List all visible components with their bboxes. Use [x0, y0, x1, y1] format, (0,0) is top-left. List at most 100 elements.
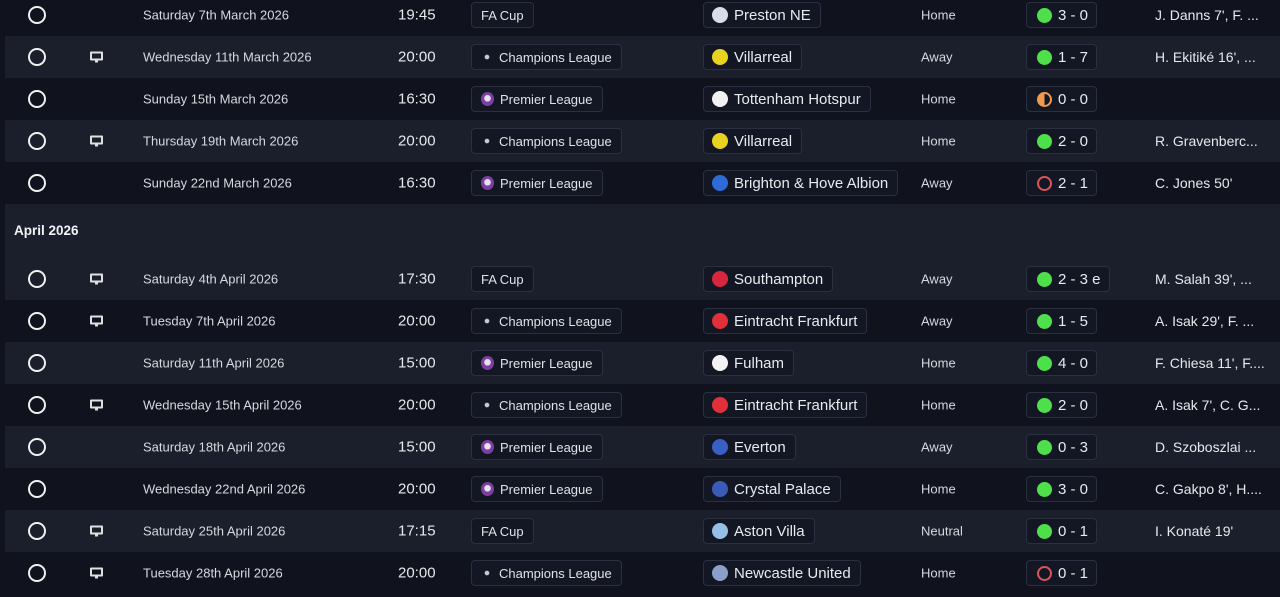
competition-badge[interactable]: Premier League	[471, 350, 603, 376]
kickoff-time: 20:00	[398, 132, 436, 150]
premier-league-icon	[481, 482, 494, 496]
venue: Home	[921, 133, 956, 149]
status-circle-toggle[interactable]	[28, 48, 46, 66]
win-indicator-icon	[1037, 313, 1052, 329]
fixture-row[interactable]: Thursday 19th March 2026 20:00 Champions…	[5, 120, 1280, 162]
venue: Home	[921, 397, 956, 413]
result-button[interactable]: 3 - 0	[1026, 476, 1098, 502]
result-button[interactable]: 2 - 1	[1026, 170, 1098, 196]
result-button[interactable]: 0 - 1	[1026, 560, 1098, 586]
fixture-row[interactable]: Sunday 15th March 2026 16:30 Premier Lea…	[0, 78, 1280, 120]
result-button[interactable]: 1 - 7	[1026, 44, 1098, 70]
status-circle-toggle[interactable]	[28, 564, 46, 582]
status-circle-toggle[interactable]	[28, 90, 46, 108]
opponent-button[interactable]: Fulham	[703, 350, 795, 376]
opponent-button[interactable]: Newcastle United	[703, 560, 861, 586]
fixture-row[interactable]: Saturday 18th April 2026 15:00 Premier L…	[5, 426, 1280, 468]
fixture-row[interactable]: Tuesday 7th April 2026 20:00 Champions L…	[0, 300, 1280, 342]
competition-badge[interactable]: Champions League	[471, 128, 622, 154]
result-button[interactable]: 2 - 3 e	[1026, 266, 1110, 292]
score: 0 - 1	[1058, 522, 1089, 540]
competition-name: FA Cup	[481, 523, 524, 539]
fixture-row[interactable]: Saturday 4th April 2026 17:30 FA Cup Sou…	[5, 258, 1280, 300]
opponent-name: Villarreal	[734, 48, 793, 66]
opponent-button[interactable]: Villarreal	[703, 44, 803, 70]
opponent-name: Eintracht Frankfurt	[734, 396, 858, 414]
opponent-button[interactable]: Villarreal	[703, 128, 803, 154]
match-date: Wednesday 15th April 2026	[143, 397, 302, 413]
competition-badge[interactable]: FA Cup	[471, 266, 534, 292]
opponent-name: Brighton & Hove Albion	[734, 174, 889, 192]
status-circle-toggle[interactable]	[28, 396, 46, 414]
result-button[interactable]: 0 - 3	[1026, 434, 1098, 460]
fixture-row[interactable]: Saturday 7th March 2026 19:45 FA Cup Pre…	[0, 0, 1280, 36]
competition-name: Premier League	[500, 439, 593, 455]
fixture-row[interactable]: Tuesday 28th April 2026 20:00 Champions …	[0, 552, 1280, 594]
status-circle-toggle[interactable]	[28, 174, 46, 192]
competition-badge[interactable]: Premier League	[471, 170, 603, 196]
team-crest-icon	[712, 271, 728, 287]
status-circle-toggle[interactable]	[28, 522, 46, 540]
result-button[interactable]: 0 - 0	[1026, 86, 1098, 112]
opponent-button[interactable]: Preston NE	[703, 2, 821, 28]
venue: Home	[921, 481, 956, 497]
competition-badge[interactable]: Premier League	[471, 476, 603, 502]
kickoff-time: 20:00	[398, 396, 436, 414]
opponent-name: Eintracht Frankfurt	[734, 312, 858, 330]
fixture-row[interactable]: Saturday 25th April 2026 17:15 FA Cup As…	[5, 510, 1280, 552]
champions-league-icon	[481, 134, 493, 148]
kickoff-time: 20:00	[398, 312, 436, 330]
competition-name: Premier League	[500, 175, 593, 191]
champions-league-icon	[481, 314, 493, 328]
result-button[interactable]: 4 - 0	[1026, 350, 1098, 376]
result-button[interactable]: 1 - 5	[1026, 308, 1098, 334]
fixture-row[interactable]: Wednesday 22nd April 2026 20:00 Premier …	[0, 468, 1280, 510]
win-indicator-icon	[1037, 439, 1052, 455]
competition-badge[interactable]: Champions League	[471, 560, 622, 586]
status-circle-toggle[interactable]	[28, 270, 46, 288]
competition-badge[interactable]: Premier League	[471, 434, 603, 460]
match-date: Wednesday 22nd April 2026	[143, 481, 306, 497]
opponent-button[interactable]: Eintracht Frankfurt	[703, 308, 868, 334]
fixture-row[interactable]: Wednesday 11th March 2026 20:00 Champion…	[5, 36, 1280, 78]
fixture-row[interactable]: Saturday 11th April 2026 15:00 Premier L…	[5, 342, 1280, 384]
status-circle-toggle[interactable]	[28, 480, 46, 498]
competition-name: Champions League	[499, 49, 612, 65]
competition-badge[interactable]: Champions League	[471, 308, 622, 334]
goal-scorers: A. Isak 29', F. ...	[1155, 313, 1255, 329]
status-circle-toggle[interactable]	[28, 354, 46, 372]
month-title: April 2026	[14, 223, 79, 238]
opponent-button[interactable]: Brighton & Hove Albion	[703, 170, 899, 196]
competition-badge[interactable]: Champions League	[471, 44, 622, 70]
opponent-name: Preston NE	[734, 6, 811, 24]
status-circle-toggle[interactable]	[28, 132, 46, 150]
kickoff-time: 15:00	[398, 438, 436, 456]
opponent-button[interactable]: Aston Villa	[703, 518, 815, 544]
result-button[interactable]: 0 - 1	[1026, 518, 1098, 544]
competition-badge[interactable]: FA Cup	[471, 2, 534, 28]
fixture-row[interactable]: Wednesday 15th April 2026 20:00 Champion…	[0, 384, 1280, 426]
opponent-button[interactable]: Tottenham Hotspur	[703, 86, 871, 112]
status-circle-toggle[interactable]	[28, 312, 46, 330]
result-button[interactable]: 3 - 0	[1026, 2, 1098, 28]
team-crest-icon	[712, 175, 728, 191]
opponent-button[interactable]: Southampton	[703, 266, 834, 292]
competition-badge[interactable]: Premier League	[471, 86, 603, 112]
venue: Away	[921, 271, 953, 287]
opponent-button[interactable]: Everton	[703, 434, 796, 460]
result-button[interactable]: 2 - 0	[1026, 128, 1098, 154]
status-circle-toggle[interactable]	[28, 6, 46, 24]
result-button[interactable]: 2 - 0	[1026, 392, 1098, 418]
tv-icon	[90, 567, 103, 579]
opponent-button[interactable]: Eintracht Frankfurt	[703, 392, 868, 418]
opponent-name: Fulham	[734, 354, 785, 372]
kickoff-time: 16:30	[398, 90, 436, 108]
competition-badge[interactable]: FA Cup	[471, 518, 534, 544]
competition-name: Premier League	[500, 481, 593, 497]
premier-league-icon	[481, 356, 494, 370]
kickoff-time: 20:00	[398, 48, 436, 66]
fixture-row[interactable]: Sunday 22nd March 2026 16:30 Premier Lea…	[0, 162, 1280, 204]
opponent-button[interactable]: Crystal Palace	[703, 476, 841, 502]
status-circle-toggle[interactable]	[28, 438, 46, 456]
competition-badge[interactable]: Champions League	[471, 392, 622, 418]
